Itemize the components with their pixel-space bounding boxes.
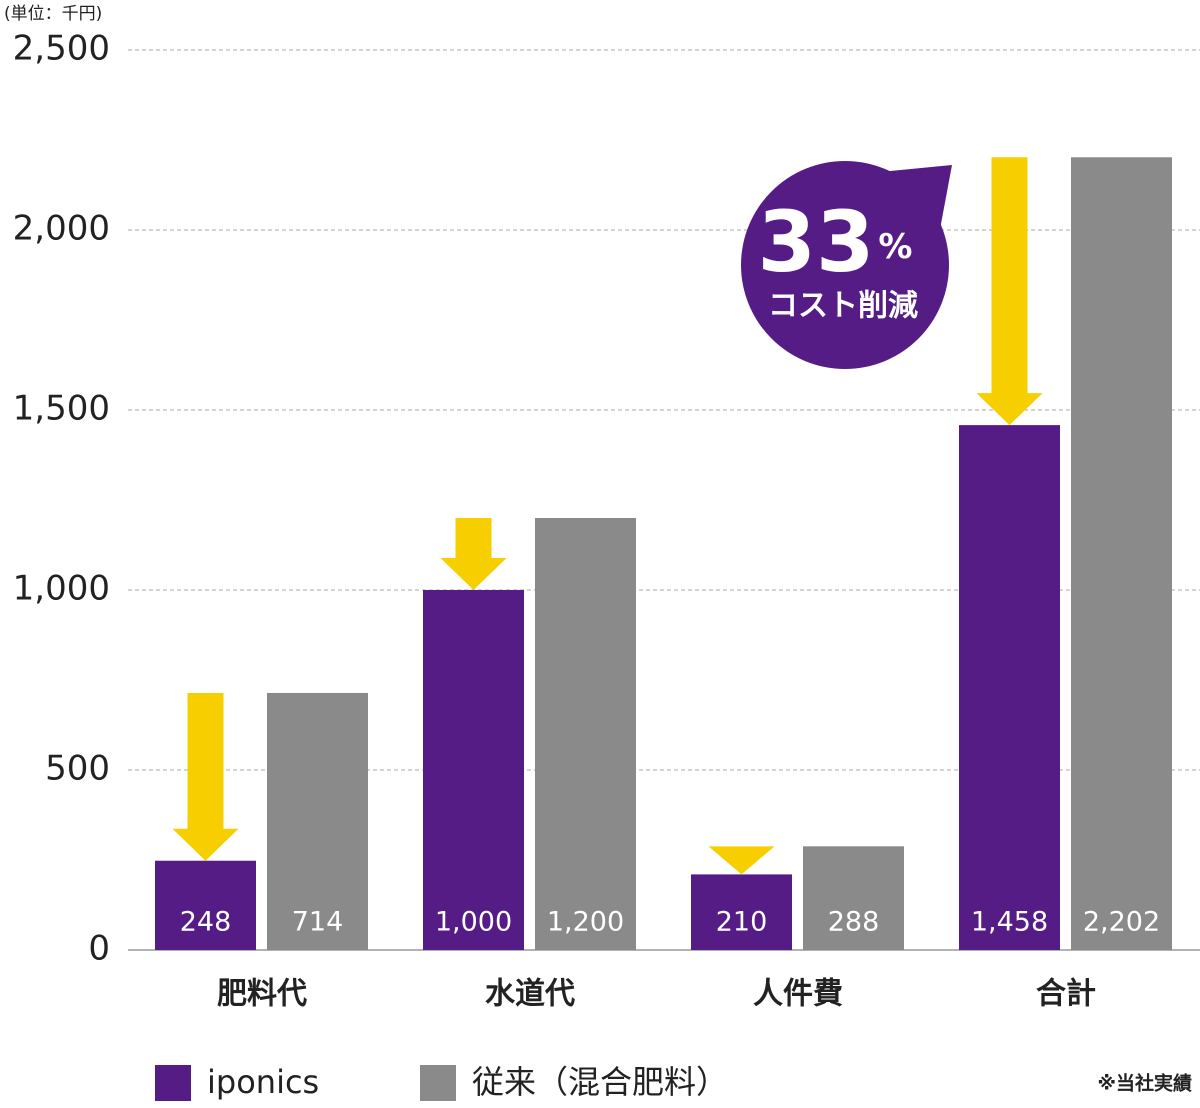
y-tick-label: 2,000 (13, 209, 110, 249)
bar (535, 518, 636, 950)
bar (155, 860, 256, 950)
bar (959, 425, 1060, 950)
badge-number: 33 (758, 193, 875, 291)
reduction-arrow (708, 846, 775, 875)
x-tick-label: 水道代 (485, 977, 575, 1012)
value-label: 1,458 (971, 907, 1048, 938)
badge-value: 33% (758, 193, 913, 291)
reduction-arrow (976, 157, 1043, 426)
badge-text: コスト削減 (768, 289, 918, 324)
legend-label: 従来（混合肥料） (472, 1063, 728, 1101)
legend-swatch (155, 1065, 191, 1101)
x-tick-label: 人件費 (753, 977, 843, 1012)
value-label: 714 (292, 907, 344, 938)
value-label: 248 (180, 907, 232, 938)
legend-swatch (420, 1065, 456, 1101)
bar (1071, 157, 1172, 950)
value-label: 2,202 (1083, 907, 1160, 938)
legend-label: iponics (207, 1063, 319, 1101)
y-tick-label: 2,500 (13, 29, 110, 69)
x-tick-label: 合計 (1036, 977, 1096, 1012)
value-label: 1,200 (547, 907, 624, 938)
value-label: 288 (828, 907, 880, 938)
y-tick-label: 500 (45, 749, 110, 789)
value-label: 210 (716, 907, 768, 938)
bar (803, 846, 904, 950)
badge (741, 161, 949, 369)
bar (691, 874, 792, 950)
y-tick-label: 1,500 (13, 389, 110, 429)
y-tick-label: 0 (88, 929, 110, 969)
bar (423, 590, 524, 950)
footnote: ※当社実績 (1098, 1072, 1192, 1095)
value-label: 1,000 (435, 907, 512, 938)
badge-unit: % (878, 227, 912, 267)
bar (267, 692, 368, 950)
y-tick-label: 1,000 (13, 569, 110, 609)
unit-label: (単位：千円) (4, 4, 102, 24)
reduction-arrow (440, 518, 507, 590)
reduction-arrow (172, 692, 239, 861)
x-tick-label: 肥料代 (217, 977, 307, 1012)
